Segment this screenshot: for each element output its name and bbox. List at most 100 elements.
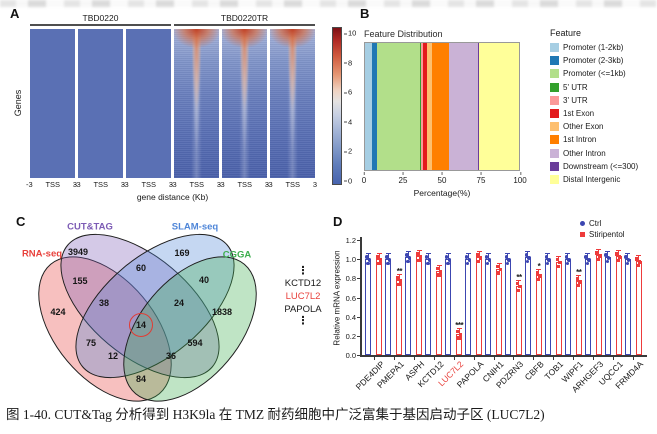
legend-label: 1st Exon (563, 109, 595, 119)
heatmap-lane-tbd0220 (30, 29, 75, 178)
colorbar-tick: 2 (343, 146, 353, 156)
heatmap-lane-tbd0220tr (222, 29, 267, 178)
bar-stiripentol-pmepa1 (396, 280, 403, 355)
legend-label-stiripentol: Stiripentol (589, 230, 625, 239)
circle-data-point (466, 261, 470, 266)
square-data-point (418, 255, 423, 259)
feature-legend-title: Feature (550, 28, 582, 38)
bar-stiripentol-pdzrn3 (515, 286, 522, 355)
bar-ctrl-cnih1 (485, 259, 492, 355)
significance-pmepa1: ** (396, 267, 403, 277)
lane-tick-labels: -3 TSS 3 (26, 180, 77, 189)
square-data-point (618, 255, 622, 259)
expression-y-axis (360, 237, 362, 356)
x-tick-mark (473, 356, 475, 360)
venn-count-3949: 3949 (67, 247, 89, 257)
y-tick-mark (357, 355, 360, 357)
x-tick-mark (633, 356, 635, 360)
y-tick-mark (357, 316, 360, 318)
error-bar-cap (536, 269, 542, 271)
circle-data-point (464, 255, 469, 259)
x-tick: 3 (72, 180, 77, 189)
y-tick-label: 0.8 (345, 274, 356, 284)
bar-stiripentol-cbfb (535, 275, 542, 355)
percentage-tick: 25 (399, 172, 407, 185)
significance-pdzrn3: ** (516, 273, 522, 283)
error-bar-cap (476, 251, 482, 253)
circle-data-point (447, 258, 452, 262)
x-tick: TSS (285, 180, 301, 189)
percentage-tick: 75 (477, 172, 485, 185)
square-data-point (536, 277, 541, 282)
circle-data-point (604, 253, 608, 257)
legend-item: Promoter (1-2kb) (550, 41, 638, 54)
circle-data-point (565, 261, 570, 266)
bar-ctrl-tob1 (544, 259, 551, 355)
legend-item: 1st Exon (550, 107, 638, 120)
legend-swatch (550, 43, 559, 53)
legend-label: 3' UTR (563, 95, 588, 105)
circle-data-point (487, 258, 491, 262)
percentage-tick: 0 (362, 172, 366, 185)
colorbar-tick: 6 (343, 87, 353, 97)
segment-3-utr (421, 43, 424, 170)
square-data-point (497, 271, 501, 275)
venn-set-label-1: CUT&TAG (67, 221, 113, 233)
error-bar-cap (616, 250, 622, 252)
legend-item: Promoter (2-3kb) (550, 54, 638, 67)
error-bar-cap (405, 251, 411, 253)
venn-count-36: 36 (165, 351, 177, 361)
feature-bar (364, 42, 520, 171)
segment-5-utr (420, 43, 422, 170)
stiripentol-marker-icon (580, 232, 585, 237)
error-bar-cap (496, 262, 502, 264)
x-tick: TSS (189, 180, 205, 189)
circle-data-point (406, 259, 410, 264)
x-tick: -3 (266, 180, 273, 189)
square-data-point (636, 263, 640, 267)
gene-label-cbfb: CBFB (522, 359, 546, 383)
circle-data-point (426, 261, 430, 266)
bar-ctrl-pdzrn3 (504, 259, 511, 355)
circle-data-point (625, 261, 629, 266)
lane-tick-labels: -3 TSS 3 (74, 180, 125, 189)
square-data-point (558, 261, 562, 265)
error-bar-cap (465, 253, 471, 255)
bar-stiripentol-uqcc1 (615, 256, 622, 355)
y-tick-mark (357, 259, 360, 261)
feature-xticks: 0 25 50 75 100 (362, 172, 527, 186)
venn-count-169: 169 (174, 248, 190, 258)
figure-caption: 图 1-40. CUT&Tag 分析得到 H3K9la 在 TMZ 耐药细胞中广… (6, 407, 545, 422)
square-data-point (556, 264, 561, 268)
venn-count-84: 84 (135, 374, 147, 384)
square-data-point (478, 256, 482, 260)
error-bar (427, 253, 429, 262)
square-data-point (515, 282, 520, 286)
circle-data-point (547, 258, 551, 262)
error-bar-cap (385, 253, 391, 255)
error-bar-cap (376, 253, 382, 255)
legend-swatch (550, 174, 559, 184)
colorbar-tick: 4 (343, 117, 353, 126)
square-data-point (538, 274, 542, 278)
circle-data-point (507, 258, 511, 262)
venn-count-24: 24 (173, 298, 185, 308)
legend-label-ctrl: Ctrl (589, 219, 602, 228)
square-data-point (455, 329, 460, 334)
segment-1st-intron (431, 43, 449, 170)
square-data-point (438, 269, 443, 274)
circle-data-point (627, 258, 631, 262)
error-bar-cap (505, 253, 511, 255)
circle-data-point (624, 255, 628, 259)
x-tick: TSS (45, 180, 61, 189)
lane-tick-labels: -3 TSS 3 (266, 180, 317, 189)
tick-mark (403, 172, 404, 175)
callout-gene-papola: PAPOLA (284, 304, 322, 315)
x-tick-mark (493, 356, 495, 360)
circle-data-point (584, 255, 588, 259)
x-tick: 3 (120, 180, 125, 189)
y-tick-label: 0.0 (345, 351, 356, 361)
tick-mark (519, 172, 521, 175)
error-bar-cap (516, 280, 522, 282)
legend-item: Distal Intergenic (550, 173, 638, 186)
